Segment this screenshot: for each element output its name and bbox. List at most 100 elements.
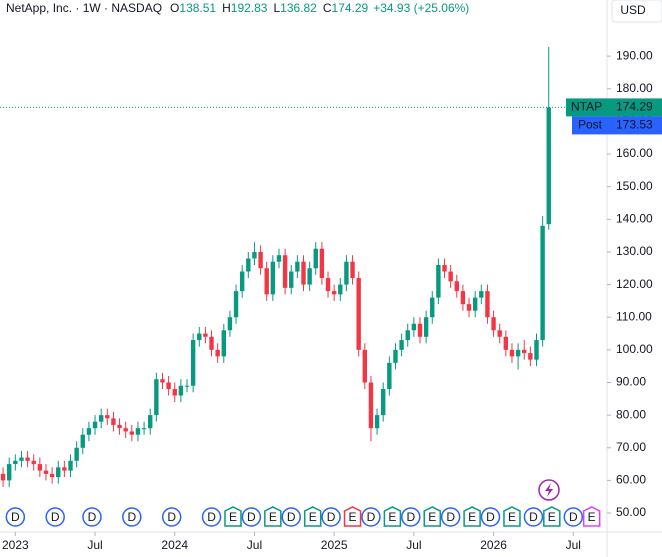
y-tick-label: 70.00 (616, 440, 646, 454)
candle-body (350, 261, 355, 279)
candle-body (387, 362, 392, 390)
earnings-marker (303, 506, 322, 527)
event-label: D (287, 510, 296, 524)
dividend-marker (45, 507, 65, 527)
y-tick-label: 90.00 (616, 375, 646, 389)
post-price-label: 173.53 (616, 118, 653, 132)
post-label: Post (578, 118, 603, 132)
event-label: D (367, 510, 376, 524)
candle-body (92, 421, 98, 429)
candle-body (233, 291, 239, 318)
dividend-marker (122, 507, 142, 527)
candle-body (31, 460, 36, 465)
dividend-marker (440, 507, 461, 527)
candle-body (301, 261, 306, 285)
ohlc-value: 136.82 (280, 1, 317, 15)
dividend-marker (161, 507, 182, 527)
candle-body (491, 317, 496, 331)
dividend-marker (401, 507, 421, 527)
event-label: D (247, 510, 256, 524)
candle-body (123, 428, 128, 432)
dividend-marker (82, 507, 102, 527)
candle-body (374, 415, 380, 429)
candle-body (154, 379, 159, 416)
y-tick-label: 160.00 (616, 146, 653, 160)
x-tick-label: Jul (247, 538, 262, 552)
candle-body (166, 382, 171, 390)
candle-body (227, 317, 233, 331)
candle-body (522, 349, 527, 354)
y-tick-label: 180.00 (616, 81, 653, 95)
candle-body (13, 460, 18, 465)
y-tick-label: 190.00 (616, 48, 653, 62)
event-label: E (229, 510, 237, 524)
ohlc-value: 192.83 (231, 1, 268, 15)
candle-body (479, 291, 484, 298)
x-tick-label: 2023 (2, 538, 29, 552)
earnings-marker (343, 506, 362, 527)
dividend-marker (5, 507, 26, 527)
post-price-box (572, 116, 662, 135)
candle-body (423, 317, 429, 337)
candle-body (497, 330, 502, 337)
x-tick-label: 2024 (161, 538, 188, 552)
y-tick-label: 80.00 (616, 407, 646, 421)
candle-body (98, 415, 104, 422)
candle-body (215, 349, 220, 357)
candle-body (49, 473, 55, 478)
event-label: D (486, 510, 495, 524)
candle-body (74, 447, 79, 461)
candle-body (160, 379, 165, 383)
candle-body (129, 431, 135, 435)
candle-body (105, 415, 110, 419)
lightning-icon[interactable] (538, 479, 560, 501)
last-price-label: 174.29 (616, 100, 653, 114)
candle-body (25, 457, 30, 461)
candle-body (393, 349, 398, 363)
candle-body (466, 304, 472, 311)
y-tick-label: 130.00 (616, 244, 653, 258)
candle-body (135, 428, 141, 435)
event-label: D (11, 510, 20, 524)
y-tick-label: 140.00 (616, 211, 653, 225)
candle-body (62, 467, 67, 471)
candle-body (6, 464, 12, 481)
chart-title: NetApp, Inc. · 1W · NASDAQ (6, 1, 162, 15)
event-label: E (269, 510, 277, 524)
candle-body (56, 467, 61, 478)
event-label: E (548, 510, 556, 524)
candle-body (190, 340, 196, 386)
candle-body (258, 251, 263, 269)
event-label: D (207, 510, 216, 524)
earnings-marker (224, 506, 242, 527)
x-tick-label: 2026 (480, 538, 507, 552)
candle-body (442, 265, 447, 272)
earnings-marker (463, 506, 481, 527)
currency-box[interactable] (611, 0, 662, 23)
candle-body (111, 418, 116, 425)
candle-body (381, 389, 386, 416)
event-label: D (529, 510, 538, 524)
candle-body (19, 457, 24, 461)
event-label: D (327, 510, 336, 524)
earnings-marker (543, 506, 561, 527)
candle-body (417, 323, 423, 337)
currency: USD (620, 3, 646, 17)
candle-body (209, 336, 214, 350)
event-label: D (167, 510, 176, 524)
candle-body (307, 268, 312, 285)
event-label: D (569, 510, 578, 524)
event-label: E (588, 510, 596, 524)
change: +34.93 (+25.06%) (373, 1, 469, 15)
dividend-marker (241, 507, 262, 527)
candle-body (528, 353, 533, 360)
earnings-marker (383, 506, 402, 527)
candle-body (43, 470, 49, 474)
ohlc-key: H (222, 1, 231, 15)
ohlc-value: 174.29 (332, 1, 369, 15)
candle-body (239, 271, 245, 292)
candle-body (362, 349, 368, 383)
y-tick-label: 100.00 (616, 342, 653, 356)
